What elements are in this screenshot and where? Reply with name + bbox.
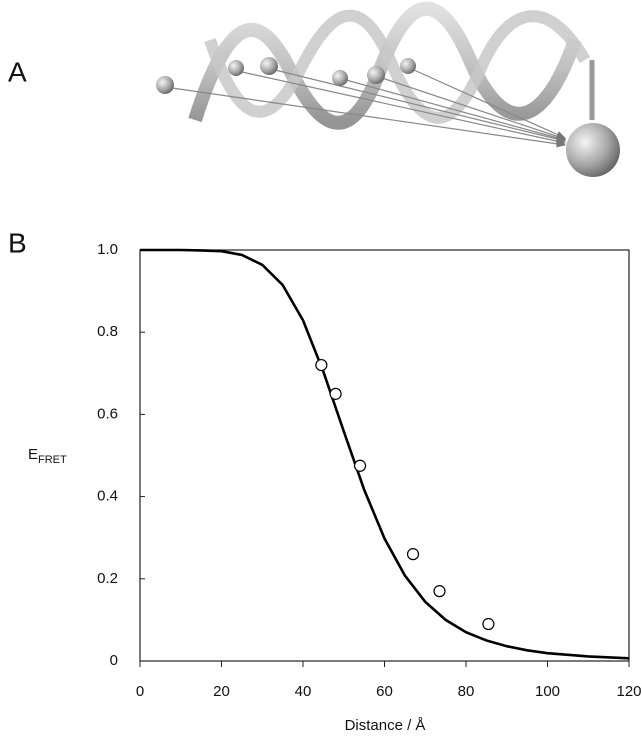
data-point [329, 387, 342, 400]
x-tick-label: 100 [535, 683, 560, 700]
x-tick-label: 120 [616, 683, 641, 700]
data-point [353, 459, 367, 472]
panel-label: A [8, 56, 27, 87]
y-tick-label: 1.0 [97, 241, 118, 258]
data-point [315, 358, 328, 372]
y-axis-label: EFRET [28, 446, 67, 466]
y-tick-label: 0.6 [97, 405, 118, 422]
y-tick-label: 0.8 [97, 323, 118, 340]
y-tick-label: 0 [110, 652, 118, 669]
data-point [482, 617, 495, 631]
y-tick-label: 0.2 [97, 570, 118, 587]
fit-curve [140, 248, 630, 660]
x-axis-label: Distance / Å [345, 717, 426, 734]
y-label-sub: FRET [38, 454, 67, 466]
plot-frame [139, 249, 630, 662]
helix-illustration [156, 1, 620, 177]
x-tick-label: 0 [136, 683, 144, 700]
y-label-main: E [28, 446, 38, 463]
x-tick-label: 80 [458, 683, 475, 700]
x-tick-label: 40 [295, 683, 312, 700]
x-tick-label: 20 [213, 683, 230, 700]
data-point [433, 585, 446, 598]
panel-label: B [8, 227, 27, 258]
x-tick-label: 60 [376, 683, 393, 700]
data-point [406, 548, 420, 561]
y-tick-label: 0.4 [97, 488, 118, 505]
